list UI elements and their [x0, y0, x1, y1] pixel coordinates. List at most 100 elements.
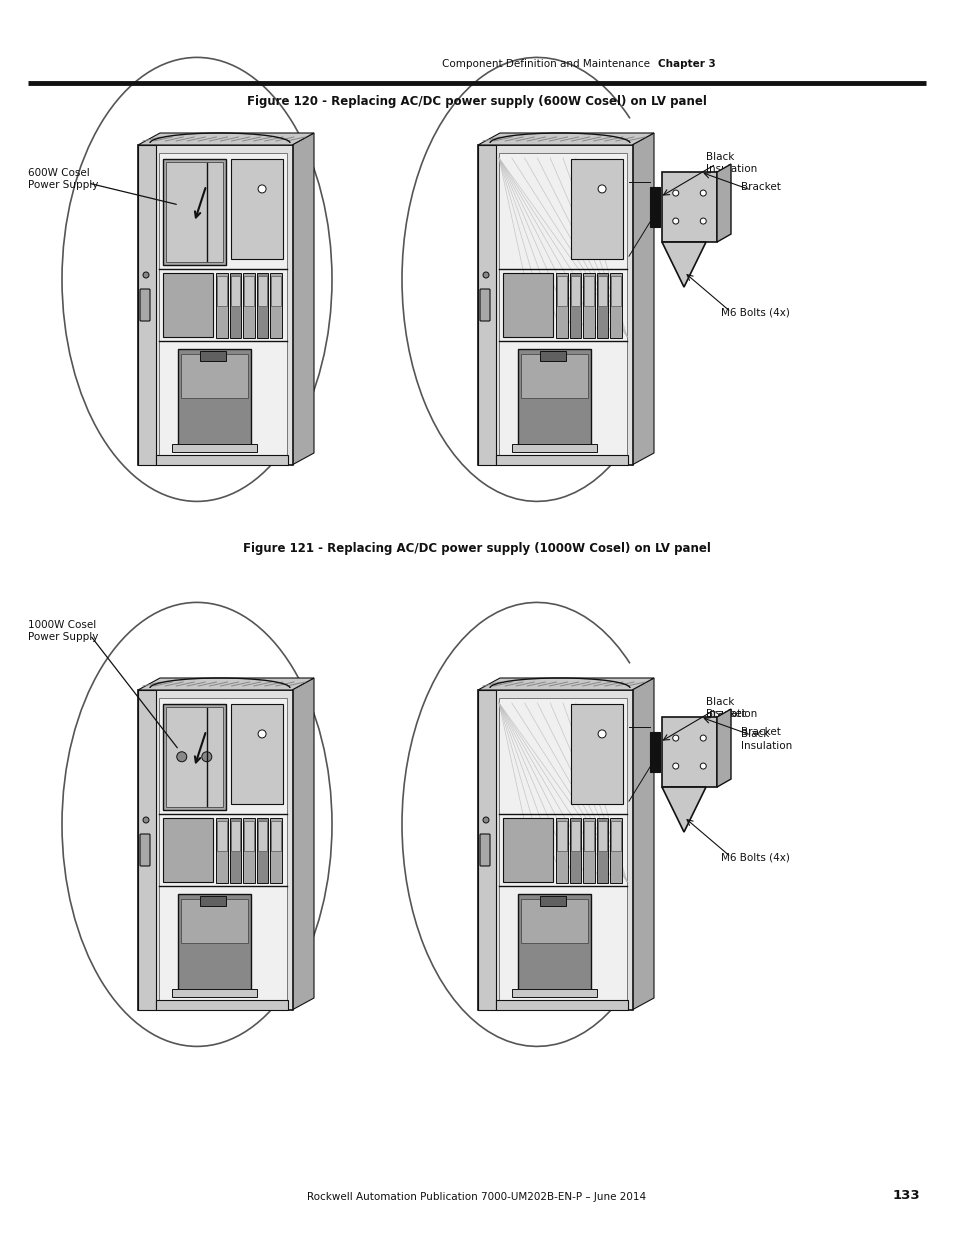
Bar [496, 454, 627, 466]
Bar [138, 144, 156, 466]
Circle shape [672, 190, 678, 196]
Bar [557, 821, 566, 851]
Bar [257, 275, 267, 305]
Text: Chapter 3: Chapter 3 [658, 59, 715, 69]
FancyBboxPatch shape [230, 273, 241, 338]
Bar [570, 275, 579, 305]
Bar [649, 186, 659, 227]
Text: Black
Insulation: Black Insulation [705, 152, 757, 174]
Circle shape [672, 763, 678, 769]
Bar [477, 690, 633, 1010]
FancyBboxPatch shape [569, 818, 580, 883]
Polygon shape [661, 718, 717, 787]
FancyBboxPatch shape [517, 894, 591, 992]
Bar [166, 162, 222, 262]
Bar [156, 1000, 288, 1010]
Polygon shape [631, 133, 654, 466]
Bar [557, 275, 566, 305]
Bar [159, 698, 287, 1002]
Text: Component Definition and Maintenance: Component Definition and Maintenance [441, 59, 649, 69]
Bar [244, 275, 253, 305]
Circle shape [143, 818, 149, 823]
Text: Rockwell Automation Publication 7000-UM202B-EN-P – June 2014: Rockwell Automation Publication 7000-UM2… [307, 1192, 646, 1202]
FancyBboxPatch shape [479, 834, 490, 866]
FancyBboxPatch shape [163, 273, 213, 337]
FancyBboxPatch shape [163, 818, 213, 883]
Circle shape [700, 219, 705, 224]
FancyBboxPatch shape [231, 704, 283, 804]
Bar [598, 275, 607, 305]
FancyBboxPatch shape [597, 273, 608, 338]
Text: 133: 133 [891, 1189, 919, 1202]
Polygon shape [661, 787, 705, 832]
Circle shape [700, 735, 705, 741]
Bar [498, 153, 626, 457]
FancyBboxPatch shape [610, 818, 621, 883]
Polygon shape [717, 709, 730, 787]
FancyBboxPatch shape [178, 350, 251, 447]
Text: Bracket: Bracket [740, 727, 781, 737]
Circle shape [202, 752, 212, 762]
FancyBboxPatch shape [539, 352, 565, 361]
FancyBboxPatch shape [163, 704, 225, 809]
FancyBboxPatch shape [140, 289, 150, 321]
Bar [217, 275, 227, 305]
Bar [166, 706, 222, 806]
FancyBboxPatch shape [243, 818, 254, 883]
FancyBboxPatch shape [256, 818, 268, 883]
Circle shape [598, 730, 605, 739]
Text: 1000W Cosel
Power Supply: 1000W Cosel Power Supply [28, 620, 98, 642]
Circle shape [258, 185, 266, 193]
Bar [272, 275, 281, 305]
Bar [181, 354, 248, 398]
Bar [477, 144, 633, 466]
Bar [231, 275, 240, 305]
FancyBboxPatch shape [502, 818, 552, 883]
Circle shape [482, 272, 489, 278]
Polygon shape [661, 242, 705, 287]
FancyBboxPatch shape [216, 818, 228, 883]
Text: Black
Insulation: Black Insulation [705, 697, 757, 719]
Circle shape [143, 272, 149, 278]
Text: Bracket: Bracket [740, 182, 781, 193]
Polygon shape [292, 133, 314, 466]
Bar [570, 821, 579, 851]
FancyBboxPatch shape [539, 897, 565, 906]
Text: Black
Insulation: Black Insulation [740, 729, 791, 751]
Bar [231, 821, 240, 851]
Bar [520, 354, 588, 398]
Bar [520, 899, 588, 944]
Text: Figure 121 - Replacing AC/DC power supply (1000W Cosel) on LV panel: Figure 121 - Replacing AC/DC power suppl… [243, 542, 710, 555]
Bar [477, 144, 496, 466]
Bar [512, 989, 597, 997]
Bar [172, 445, 257, 452]
Bar [159, 153, 287, 457]
FancyBboxPatch shape [517, 350, 591, 447]
FancyBboxPatch shape [610, 273, 621, 338]
FancyBboxPatch shape [216, 273, 228, 338]
FancyBboxPatch shape [271, 818, 282, 883]
Circle shape [700, 763, 705, 769]
Polygon shape [292, 678, 314, 1010]
Bar [649, 732, 659, 772]
Circle shape [598, 185, 605, 193]
Text: M6 Bolts (4x): M6 Bolts (4x) [720, 308, 789, 317]
Bar [156, 454, 288, 466]
Bar [181, 899, 248, 944]
Bar [217, 821, 227, 851]
FancyBboxPatch shape [271, 273, 282, 338]
FancyBboxPatch shape [556, 818, 567, 883]
Circle shape [700, 190, 705, 196]
Circle shape [258, 730, 266, 739]
Bar [138, 144, 293, 466]
FancyBboxPatch shape [178, 894, 251, 992]
Polygon shape [477, 133, 654, 144]
Bar [611, 275, 620, 305]
Bar [477, 690, 496, 1010]
FancyBboxPatch shape [200, 897, 226, 906]
Bar [172, 989, 257, 997]
Polygon shape [477, 678, 654, 690]
Text: Figure 120 - Replacing AC/DC power supply (600W Cosel) on LV panel: Figure 120 - Replacing AC/DC power suppl… [247, 95, 706, 107]
FancyBboxPatch shape [556, 273, 567, 338]
Bar [598, 821, 607, 851]
